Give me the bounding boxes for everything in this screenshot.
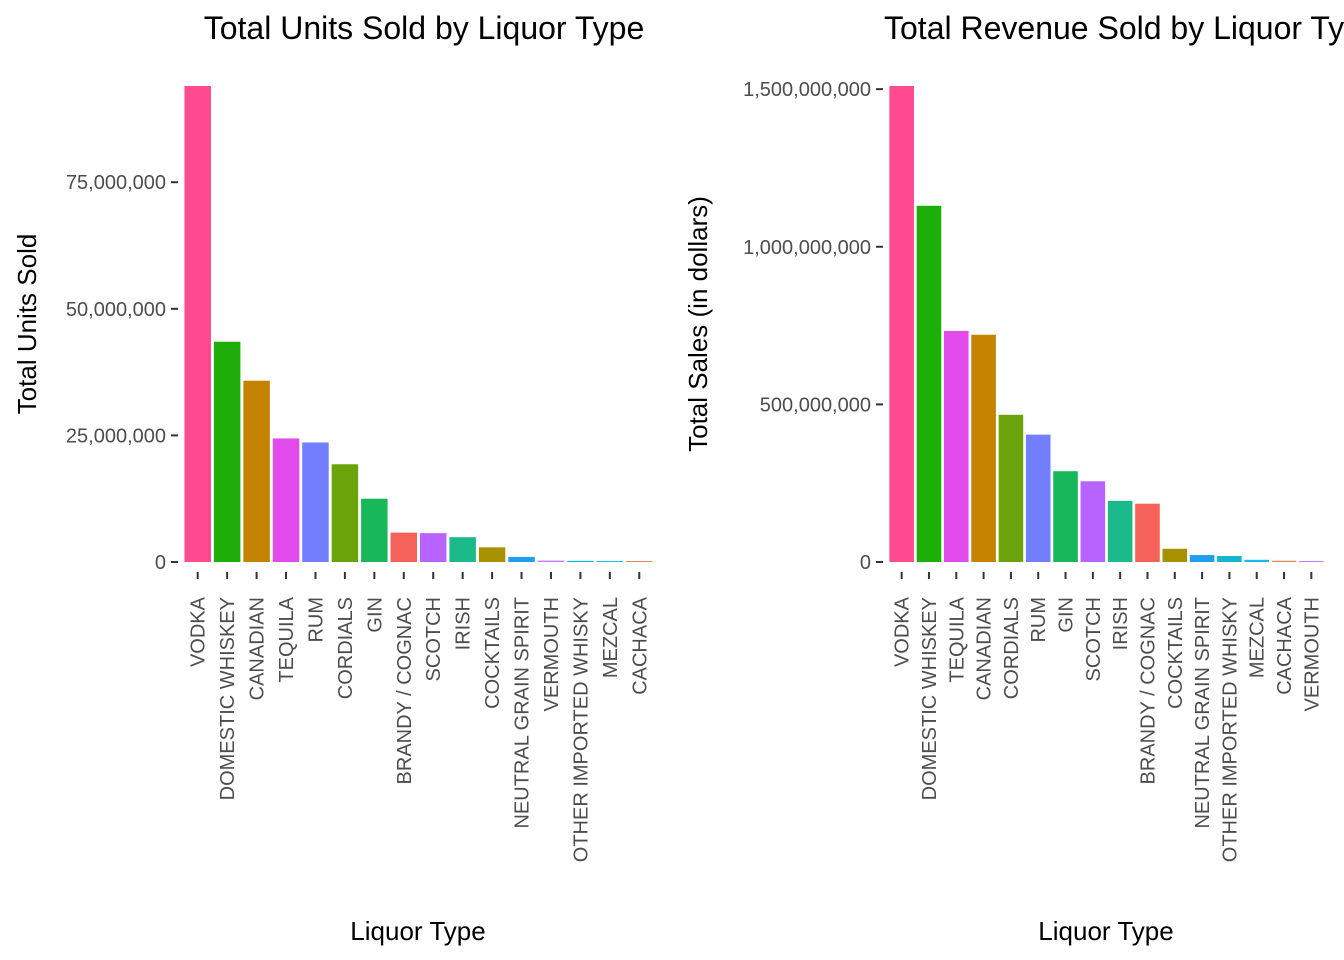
units-chart: Total Units Sold by Liquor Type Total Un… <box>12 10 653 946</box>
revenue-bar <box>916 205 942 562</box>
revenue-category-label: CACHACA <box>1274 596 1296 694</box>
units-bar <box>213 341 241 562</box>
revenue-bar <box>889 86 914 562</box>
revenue-y-tick-label: 1,500,000,000 <box>743 79 871 101</box>
units-category-label: GIN <box>364 597 386 633</box>
revenue-bar <box>971 334 996 562</box>
units-bar <box>302 442 329 562</box>
revenue-category-label: DOMESTIC WHISKEY <box>919 597 941 800</box>
units-category-label: CACHACA <box>629 596 651 694</box>
revenue-category-label: RUM <box>1028 597 1050 643</box>
revenue-bar <box>1217 556 1242 562</box>
units-category-label: CORDIALS <box>335 597 357 699</box>
revenue-y-tick-label: 1,000,000,000 <box>743 237 871 259</box>
units-y-axis-title: Total Units Sold <box>12 234 42 415</box>
units-bar <box>331 464 359 562</box>
revenue-bar <box>1189 555 1215 562</box>
units-category-label: NEUTRAL GRAIN SPIRIT <box>512 597 534 829</box>
revenue-category-label: TEQUILA <box>946 596 968 682</box>
units-bar <box>537 560 565 562</box>
units-bar <box>361 498 388 562</box>
units-chart-title: Total Units Sold by Liquor Type <box>204 10 645 46</box>
units-category-label: RUM <box>305 597 327 643</box>
revenue-bar <box>1135 503 1160 562</box>
revenue-bar <box>1244 559 1270 562</box>
revenue-category-label: COCKTAILS <box>1165 597 1187 709</box>
revenue-x-axis-title: Liquor Type <box>1038 916 1173 946</box>
revenue-y-tick-label: 500,000,000 <box>760 394 871 416</box>
units-bar <box>567 560 594 562</box>
units-bar <box>626 561 653 562</box>
revenue-category-label: IRISH <box>1110 597 1132 650</box>
revenue-category-label: SCOTCH <box>1083 597 1105 681</box>
units-category-label: OTHER IMPORTED WHISKY <box>570 597 592 862</box>
units-category-label: BRANDY / COGNAC <box>394 597 416 784</box>
revenue-chart: Total Revenue Sold by Liquor Type Total … <box>683 10 1344 946</box>
units-bar <box>272 438 300 562</box>
units-y-tick-label: 75,000,000 <box>66 172 166 194</box>
revenue-category-label: CORDIALS <box>1001 597 1023 699</box>
units-bar <box>390 532 418 562</box>
revenue-bar <box>998 414 1024 562</box>
units-category-label: MEZCAL <box>600 597 622 678</box>
units-bar <box>184 86 211 562</box>
revenue-bar <box>1271 560 1297 562</box>
revenue-category-label: VERMOUTH <box>1301 597 1323 711</box>
revenue-bar <box>1299 561 1324 562</box>
units-bar <box>449 537 476 562</box>
revenue-chart-title: Total Revenue Sold by Liquor Type <box>884 10 1344 46</box>
revenue-chart-marks: 0 500,000,000 1,000,000,000 1,500,000,000 VO… <box>743 79 1324 862</box>
units-bar <box>243 380 270 562</box>
revenue-y-axis-title: Total Sales (in dollars) <box>683 196 713 452</box>
units-category-label: CANADIAN <box>247 597 269 700</box>
revenue-category-label: CANADIAN <box>974 597 996 700</box>
units-y-tick-label: 0 <box>155 552 166 574</box>
units-category-label: VERMOUTH <box>541 597 563 711</box>
units-category-label: SCOTCH <box>423 597 445 681</box>
units-category-label: TEQUILA <box>276 596 298 682</box>
units-chart-marks: 0 25,000,000 50,000,000 75,000,000 VODKA DOME… <box>66 86 653 862</box>
revenue-category-label: GIN <box>1056 597 1078 633</box>
revenue-bar <box>943 330 969 562</box>
units-bar <box>419 533 447 562</box>
revenue-category-label: NEUTRAL GRAIN SPIRIT <box>1192 597 1214 829</box>
revenue-y-tick-label: 0 <box>860 552 871 574</box>
revenue-bar <box>1025 434 1051 562</box>
revenue-bar <box>1162 548 1188 562</box>
revenue-bar <box>1080 481 1106 562</box>
revenue-bar <box>1053 471 1078 562</box>
units-bar <box>596 561 624 562</box>
units-category-label: VODKA <box>188 596 210 667</box>
revenue-category-label: VODKA <box>892 596 914 667</box>
units-bar <box>478 547 506 562</box>
units-y-tick-label: 25,000,000 <box>66 425 166 447</box>
units-category-label: DOMESTIC WHISKEY <box>217 597 239 800</box>
units-y-tick-label: 50,000,000 <box>66 299 166 321</box>
revenue-category-label: MEZCAL <box>1247 597 1269 678</box>
revenue-category-label: BRANDY / COGNAC <box>1137 597 1159 784</box>
revenue-bar <box>1107 500 1133 562</box>
units-category-label: COCKTAILS <box>482 597 504 709</box>
units-category-label: IRISH <box>453 597 475 650</box>
units-x-axis-title: Liquor Type <box>350 916 485 946</box>
revenue-category-label: OTHER IMPORTED WHISKY <box>1219 597 1241 862</box>
units-bar <box>508 556 535 562</box>
